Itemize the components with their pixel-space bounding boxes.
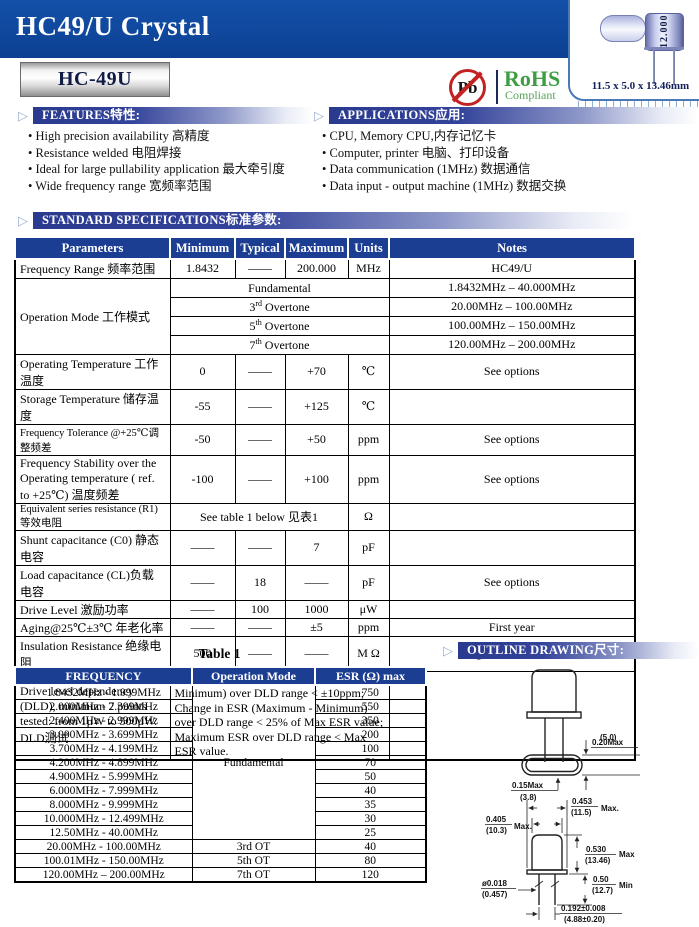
- table-row: Operation Mode 工作模式 Fundamental 1.8432MH…: [14, 277, 636, 355]
- svg-text:0.405: 0.405: [486, 815, 507, 824]
- triangle-bullet-icon: [443, 644, 453, 657]
- crystal-can-outline: [531, 834, 563, 871]
- crystal-base: [644, 47, 684, 50]
- table-row: Drive Level 激励功率 —— 100 1000 μW: [14, 599, 636, 619]
- rohs-title: RoHS: [504, 66, 561, 91]
- table-row: Load capacitance (CL)负载电容 —— 18 —— pF Se…: [14, 564, 636, 601]
- svg-text:0.530: 0.530: [586, 845, 607, 854]
- svg-text:(4.88±0.20): (4.88±0.20): [564, 915, 605, 924]
- specifications-heading: STANDARD SPECIFICATIONS标准参数:: [33, 212, 634, 229]
- feature-item: High precision availability 高精度: [28, 128, 318, 145]
- pb-free-icon: Pb: [449, 69, 486, 106]
- table-row: Aging@25℃±3℃ 年老化率 —— —— ±5 ppm First yea…: [14, 617, 636, 637]
- table-row: 12.50MHz - 40.00MHz 25: [14, 825, 427, 840]
- applications-heading: APPLICATIONS应用:: [329, 107, 699, 124]
- table-row: 20.00MHz - 100.00MHz 3rd OT 40: [14, 839, 427, 854]
- rohs-divider: [496, 70, 498, 104]
- outline-heading: OUTLINE DRAWING尺寸:: [458, 642, 699, 659]
- svg-text:0.192±0.008: 0.192±0.008: [561, 904, 606, 913]
- page-title: HC49/U Crystal: [16, 11, 210, 41]
- table-row: Operating Temperature 工作温度 0 —— +70 ℃ Se…: [14, 353, 636, 390]
- features-heading: FEATURES特性:: [33, 107, 313, 124]
- feature-item: Resistance welded 电阻焊接: [28, 145, 318, 162]
- application-item: CPU, Memory CPU,内存记忆卡: [322, 128, 692, 145]
- column-header: Maximum: [284, 236, 349, 260]
- table-row: Equivalent series resistance (R1) 等效电阻 S…: [14, 502, 636, 531]
- feature-item: Ideal for large pullability application …: [28, 161, 318, 178]
- table-row: 6.000MHz - 7.999MHz 40: [14, 783, 427, 798]
- feature-item: Wide frequency range 宽频率范围: [28, 178, 318, 195]
- svg-text:(11.5): (11.5): [571, 808, 592, 817]
- triangle-bullet-icon: [18, 109, 28, 122]
- title-banner: [0, 0, 568, 58]
- crystal-photo-lying: [600, 15, 646, 42]
- table-row: Storage Temperature 储存温度 -55 —— +125 ℃: [14, 388, 636, 425]
- table-row: 2.000MHz - 2.399MHz 550: [14, 699, 427, 714]
- table-row: 5th Overtone 100.00MHz – 150.00MHz: [15, 315, 636, 336]
- crystal-topview-inner: [525, 757, 579, 773]
- applications-list: CPU, Memory CPU,内存记忆卡 Computer, printer …: [322, 128, 692, 194]
- package-dimensions-label: 11.5 x 5.0 x 13.46mm: [591, 80, 690, 92]
- table1-title: Table 1: [198, 646, 241, 661]
- esr-table: FREQUENCY Operation Mode ESR (Ω) max 1.8…: [14, 666, 427, 883]
- rohs-subtitle: Compliant: [505, 88, 556, 102]
- crystal-can-outline: [531, 669, 577, 713]
- column-header: Units: [347, 236, 390, 260]
- spec-header-row: Parameters Minimum Typical Maximum Units…: [14, 236, 636, 260]
- table-row: 120.00MHz – 200.00MHz 7th OT 120: [14, 867, 427, 883]
- crystal-topview-outer: [521, 754, 583, 776]
- table-row: 7th Overtone 120.00MHz – 200.00MHz: [15, 334, 636, 355]
- crystal-flange-outline: [526, 711, 582, 719]
- svg-text:(0.457): (0.457): [482, 890, 508, 899]
- ruler-ticks: [578, 101, 699, 108]
- model-badge: HC-49U: [20, 62, 170, 97]
- column-header: Notes: [388, 236, 636, 260]
- svg-text:(12.7): (12.7): [592, 886, 613, 895]
- svg-text:(13.46): (13.46): [585, 856, 611, 865]
- svg-text:0.20Max: 0.20Max: [592, 738, 624, 747]
- crystal-flange-outline: [526, 869, 568, 875]
- table-row: Frequency Stability over the Operating t…: [14, 454, 636, 504]
- outline-drawing: 0.20Max (5.0) 0.15Max (3.8) 0.453 (11.5)…: [481, 669, 640, 924]
- application-item: Computer, printer 电脑、打印设备: [322, 145, 692, 162]
- svg-text:0.50: 0.50: [593, 875, 609, 884]
- table-row: 100.01MHz - 150.00MHz 5th OT 80: [14, 853, 427, 868]
- table-row: Frequency Range 频率范围 1.8432 —— 200.000 M…: [14, 258, 636, 279]
- svg-text:(5.0): (5.0): [600, 733, 617, 742]
- table-row: Frequency Tolerance @+25℃调整频差 -50 —— +50…: [14, 423, 636, 456]
- column-header: Operation Mode: [191, 666, 316, 686]
- svg-text:Max: Max: [619, 850, 635, 859]
- features-list: High precision availability 高精度 Resistan…: [28, 128, 318, 194]
- column-header: FREQUENCY: [14, 666, 193, 686]
- triangle-bullet-icon: [314, 109, 324, 122]
- column-header: Minimum: [169, 236, 236, 260]
- table-row: Shunt capacitance (C0) 静态电容 —— —— 7 pF: [14, 529, 636, 566]
- table-row: FREQUENCY Operation Mode ESR (Ω) max: [14, 666, 427, 686]
- svg-text:(10.3): (10.3): [486, 826, 507, 835]
- triangle-bullet-icon: [18, 214, 28, 227]
- application-item: Data input - output machine (1MHz) 数据交换: [322, 178, 692, 195]
- crystal-lead: [653, 50, 655, 84]
- svg-text:0.453: 0.453: [572, 797, 593, 806]
- column-header: ESR (Ω) max: [314, 666, 427, 686]
- column-header: Parameters: [14, 236, 171, 260]
- crystal-photo-standing: [645, 13, 684, 51]
- svg-text:ø0.018: ø0.018: [482, 879, 507, 888]
- svg-text:(3.8): (3.8): [520, 793, 537, 802]
- table-row: 1.8432MHz - 1.999MHz Fundamental 750: [14, 684, 427, 840]
- svg-text:Min: Min: [619, 881, 633, 890]
- column-header: Typical: [234, 236, 286, 260]
- crystal-frequency-marking: 12.000: [659, 14, 670, 49]
- svg-text:Max.: Max.: [514, 822, 532, 831]
- table-row: 4.200MHz - 4.899MHz 70: [14, 755, 427, 770]
- crystal-lead: [673, 50, 675, 84]
- application-item: Data communication (1MHz) 数据通信: [322, 161, 692, 178]
- svg-text:Max.: Max.: [601, 804, 619, 813]
- table-row: 4.900MHz - 5.999MHz 50: [14, 769, 427, 784]
- svg-text:0.15Max: 0.15Max: [512, 781, 544, 790]
- fundamental-cell: Fundamental: [191, 684, 316, 840]
